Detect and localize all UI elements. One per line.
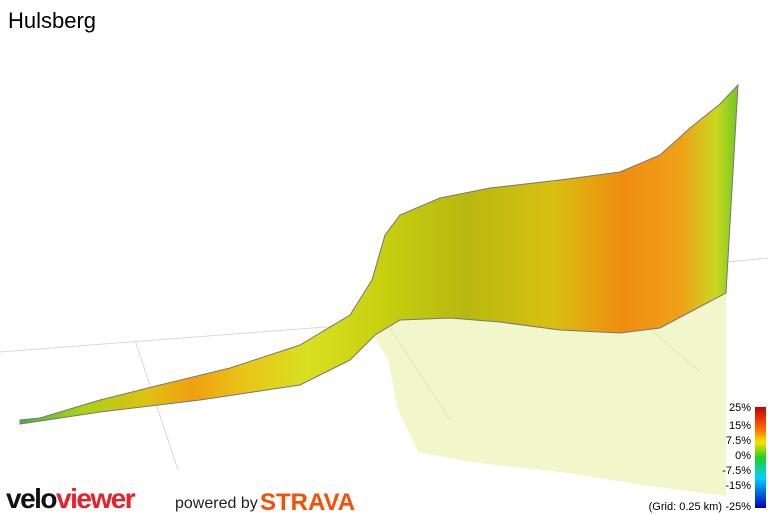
grid-note: (Grid: 0.25 km): [649, 501, 722, 513]
scale-label: 0%: [735, 450, 751, 462]
profile-ribbon: [19, 83, 739, 425]
powered-by: powered by: [175, 495, 258, 512]
scale-label: -7.5%: [722, 465, 751, 477]
scale-label: -15%: [725, 480, 751, 492]
brand-velo: velo: [6, 483, 57, 514]
scale-label: 7.5%: [726, 435, 751, 447]
title: Hulsberg: [8, 8, 96, 33]
reflection: [20, 293, 726, 496]
brand-viewer: viewer: [56, 483, 136, 514]
scale-label: -25%: [725, 501, 751, 513]
scale-label: 25%: [729, 402, 751, 414]
gradient-scale: [755, 407, 766, 508]
scale-label: 15%: [729, 420, 751, 432]
brand-logo[interactable]: veloviewer: [6, 483, 137, 514]
scale-labels: 25% 15% 7.5% 0% -7.5% -15% -25% (Grid: 0…: [649, 402, 752, 513]
strava-logo[interactable]: STRAVA: [260, 489, 355, 514]
